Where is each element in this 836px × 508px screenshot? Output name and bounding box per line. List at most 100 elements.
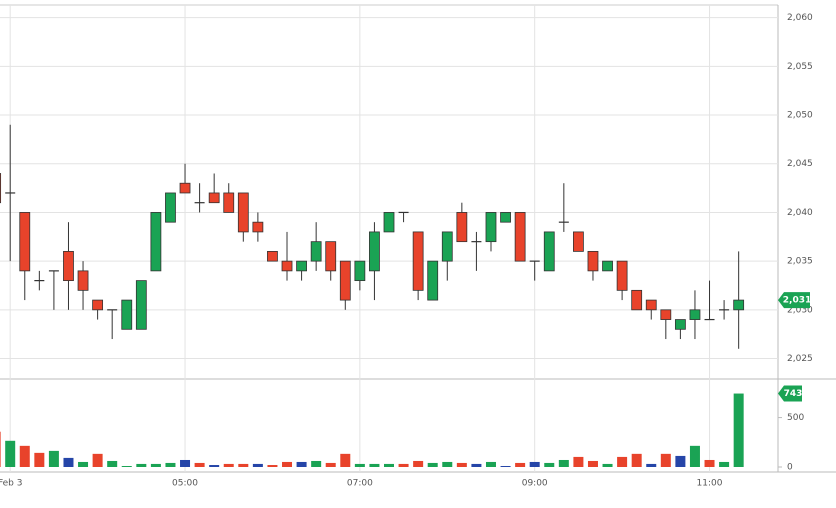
candle-body bbox=[121, 299, 133, 330]
volume-bar bbox=[558, 459, 569, 467]
candle-body bbox=[0, 173, 2, 204]
candle-body bbox=[674, 319, 686, 330]
volume-bar bbox=[617, 456, 628, 467]
candle-body bbox=[514, 212, 526, 262]
volume-bar bbox=[398, 463, 409, 467]
x-tick-label: Feb 3 bbox=[0, 479, 22, 489]
volume-bar bbox=[442, 461, 453, 467]
x-tick-label: 09:00 bbox=[522, 479, 548, 489]
volume-bar bbox=[689, 445, 700, 467]
candle-body bbox=[135, 280, 147, 330]
volume-bar bbox=[267, 465, 278, 467]
volume-bar bbox=[165, 462, 176, 467]
volume-bar bbox=[485, 461, 496, 467]
volume-bar bbox=[719, 461, 730, 467]
last-price-label: 2,031 bbox=[783, 296, 811, 306]
candle-body bbox=[427, 260, 439, 301]
y-tick-label: 2,055 bbox=[787, 62, 813, 72]
volume-bar bbox=[733, 393, 744, 467]
volume-bar bbox=[675, 455, 686, 467]
candle-body bbox=[412, 231, 424, 291]
volume-bar bbox=[180, 459, 191, 467]
last-volume-tag bbox=[778, 385, 802, 402]
volume-bar bbox=[252, 463, 263, 467]
y-tick-label: 2,040 bbox=[787, 208, 813, 218]
x-tick-label: 11:00 bbox=[697, 479, 723, 489]
volume-bar bbox=[0, 431, 1, 467]
y-tick-label: 2,050 bbox=[787, 111, 813, 121]
volume-bar bbox=[354, 463, 365, 467]
candle-body bbox=[325, 241, 337, 272]
candle-body bbox=[339, 260, 351, 301]
candle-body bbox=[63, 250, 74, 282]
candle-body bbox=[77, 270, 89, 291]
volume-bar bbox=[471, 463, 482, 467]
volume-bar bbox=[92, 453, 103, 467]
last-volume-label: 743 bbox=[784, 389, 803, 399]
candle-body bbox=[92, 299, 104, 311]
volume-bar bbox=[529, 461, 540, 467]
candle-body bbox=[19, 212, 31, 272]
candle-body bbox=[689, 309, 701, 320]
candle-body bbox=[252, 221, 264, 233]
candle-body bbox=[281, 260, 293, 272]
volume-bar bbox=[384, 463, 394, 467]
volume-bar bbox=[573, 456, 584, 467]
volume-bar bbox=[238, 463, 249, 467]
volume-bar bbox=[209, 465, 220, 467]
candle-body bbox=[267, 250, 278, 262]
volume-bar bbox=[121, 466, 132, 467]
volume-bar bbox=[369, 463, 380, 467]
y-tick-label: 2,045 bbox=[787, 159, 813, 169]
volume-bar bbox=[63, 457, 74, 467]
candle-body bbox=[441, 231, 453, 262]
candle-body bbox=[543, 231, 555, 272]
candle-body bbox=[354, 260, 366, 282]
volume-bar bbox=[5, 440, 16, 467]
volume-bar bbox=[150, 463, 161, 467]
candle-body bbox=[573, 231, 584, 252]
volume-bar bbox=[456, 462, 467, 467]
candle-body bbox=[587, 250, 599, 272]
candle-body bbox=[500, 212, 511, 223]
y-tick-label: 2,035 bbox=[787, 257, 813, 267]
volume-bar bbox=[78, 461, 89, 467]
volume-bar bbox=[34, 452, 45, 467]
volume-bar bbox=[107, 460, 118, 467]
volume-bar bbox=[646, 463, 657, 467]
candle-body bbox=[660, 309, 672, 320]
y-tick-label: 2,025 bbox=[787, 354, 813, 364]
candle-body bbox=[237, 192, 249, 233]
candle-body bbox=[369, 231, 380, 272]
plot bbox=[0, 124, 745, 467]
volume-bar bbox=[500, 466, 511, 467]
candle-body bbox=[310, 241, 322, 262]
volume-bar bbox=[282, 461, 293, 467]
candle-body bbox=[383, 212, 395, 233]
candle-body bbox=[602, 260, 613, 272]
volume-bar bbox=[194, 462, 205, 467]
last-price-tag bbox=[778, 292, 810, 309]
volume-bar bbox=[544, 462, 555, 467]
volume-bar bbox=[48, 450, 59, 467]
candle-body bbox=[485, 212, 497, 243]
candle-body bbox=[616, 260, 628, 291]
volume-bar bbox=[311, 460, 322, 467]
candle-body bbox=[296, 260, 307, 272]
y-tick-label: 2,060 bbox=[787, 13, 813, 23]
volume-bar bbox=[340, 453, 351, 467]
volume-bar bbox=[136, 463, 147, 467]
volume-bar bbox=[631, 453, 642, 467]
candle-body bbox=[179, 182, 191, 194]
candle-body bbox=[733, 299, 745, 311]
candle-body bbox=[165, 192, 176, 223]
volume-bar bbox=[427, 462, 438, 467]
candle-body bbox=[645, 299, 657, 311]
volume-bar bbox=[660, 453, 671, 467]
volume-bar bbox=[223, 463, 234, 467]
candle-body bbox=[631, 289, 643, 311]
x-tick-label: 05:00 bbox=[172, 479, 198, 489]
volume-bar bbox=[413, 460, 424, 467]
candle-body bbox=[456, 212, 468, 243]
